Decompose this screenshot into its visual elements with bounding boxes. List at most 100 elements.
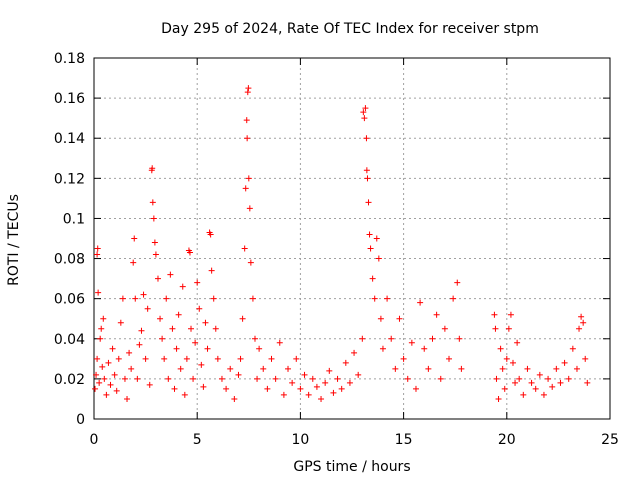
data-point	[557, 379, 564, 386]
data-point	[245, 85, 252, 92]
grid	[94, 58, 610, 419]
x-tick-labels: 0 5 10 15 20 25	[90, 432, 619, 448]
data-point	[218, 375, 225, 382]
data-point	[536, 371, 543, 378]
data-point	[375, 255, 382, 262]
data-point	[140, 291, 147, 298]
data-point	[330, 389, 337, 396]
data-point	[400, 355, 407, 362]
data-point	[309, 375, 316, 382]
data-point	[260, 365, 267, 372]
data-point	[200, 383, 207, 390]
data-point	[363, 135, 370, 142]
data-point	[126, 349, 133, 356]
data-point	[433, 311, 440, 318]
data-point	[412, 385, 419, 392]
data-point	[204, 345, 211, 352]
data-point	[92, 385, 99, 392]
data-point	[421, 345, 428, 352]
data-point	[142, 355, 149, 362]
data-point	[540, 391, 547, 398]
data-point	[425, 365, 432, 372]
data-point	[239, 315, 246, 322]
data-point	[441, 325, 448, 332]
data-point	[369, 275, 376, 282]
data-point	[495, 395, 502, 402]
data-point	[293, 355, 300, 362]
data-point	[342, 359, 349, 366]
data-point	[454, 279, 461, 286]
y-axis-label: ROTI / TECUs	[6, 194, 22, 286]
plot-frame	[93, 57, 611, 420]
data-point	[501, 385, 508, 392]
data-point	[437, 375, 444, 382]
data-point	[210, 295, 217, 302]
data-point	[161, 355, 168, 362]
data-point	[93, 371, 100, 378]
data-point	[163, 295, 170, 302]
data-point	[251, 335, 258, 342]
y-tick-label: 0.1	[63, 211, 85, 227]
data-point	[305, 391, 312, 398]
data-point	[417, 299, 424, 306]
data-point	[119, 295, 126, 302]
data-point	[157, 315, 164, 322]
data-point	[181, 391, 188, 398]
data-point	[169, 325, 176, 332]
data-points	[92, 85, 591, 402]
data-point	[244, 135, 251, 142]
data-point	[94, 245, 101, 252]
data-point	[159, 335, 166, 342]
data-point	[338, 385, 345, 392]
x-tick-label: 0	[90, 432, 99, 448]
data-point	[154, 275, 161, 282]
data-point	[446, 355, 453, 362]
data-point	[94, 251, 101, 258]
x-tick-label: 20	[498, 432, 516, 448]
data-point	[272, 375, 279, 382]
data-point	[408, 339, 415, 346]
data-point	[244, 89, 251, 96]
data-point	[301, 371, 308, 378]
data-point	[377, 315, 384, 322]
data-point	[149, 165, 156, 172]
data-point	[499, 365, 506, 372]
data-point	[152, 251, 159, 258]
data-point	[131, 235, 138, 242]
data-point	[366, 231, 373, 238]
x-axis-label: GPS time / hours	[293, 459, 410, 475]
data-point	[373, 235, 380, 242]
data-point	[146, 381, 153, 388]
data-point	[223, 385, 230, 392]
data-point	[96, 379, 103, 386]
data-point	[371, 295, 378, 302]
data-point	[249, 295, 256, 302]
data-point	[565, 375, 572, 382]
data-point	[456, 335, 463, 342]
data-point	[450, 295, 457, 302]
data-point	[503, 355, 510, 362]
data-point	[493, 375, 500, 382]
data-point	[491, 311, 498, 318]
data-point	[99, 363, 106, 370]
data-point	[95, 289, 102, 296]
data-point	[235, 371, 242, 378]
data-point	[334, 375, 341, 382]
data-point	[573, 365, 580, 372]
data-point	[297, 385, 304, 392]
data-point	[115, 355, 122, 362]
y-tick-label: 0.12	[54, 171, 85, 187]
data-point	[318, 395, 325, 402]
data-point	[388, 335, 395, 342]
data-point	[100, 315, 107, 322]
data-point	[396, 315, 403, 322]
data-point	[532, 385, 539, 392]
data-point	[561, 359, 568, 366]
data-point	[97, 335, 104, 342]
chart-title: Day 295 of 2024, Rate Of TEC Index for r…	[161, 21, 539, 37]
data-point	[208, 267, 215, 274]
data-point	[516, 375, 523, 382]
data-point	[289, 379, 296, 386]
data-point	[202, 319, 209, 326]
data-point	[509, 359, 516, 366]
